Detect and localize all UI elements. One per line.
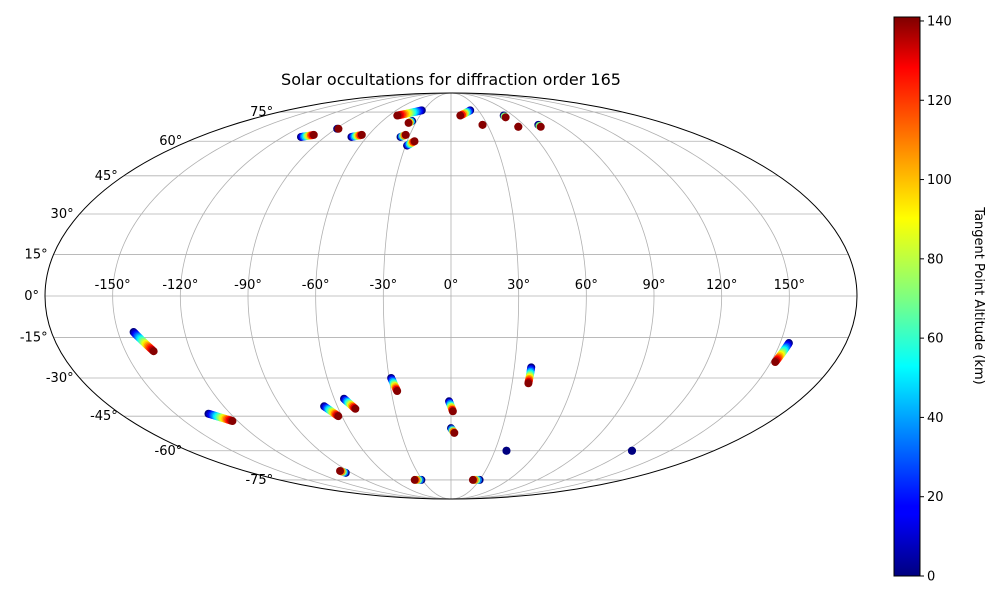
longitude-tick-label: -90° xyxy=(234,278,262,293)
longitude-grid-line xyxy=(112,93,452,499)
colorbar-label: Tangent Point Altitude (km) xyxy=(971,206,986,384)
latitude-tick-label: 0° xyxy=(24,289,39,304)
data-points xyxy=(129,106,793,484)
colorbar: 0 20 40 60 80 100 120 140 Tangent Point Altitud… xyxy=(893,14,986,585)
longitude-tick-labels: -150° -120° -90° -60° -30° 0° 30° 60° 90° 120° 150… xyxy=(95,278,805,293)
longitude-grid-line xyxy=(315,93,452,499)
longitude-tick-label: 150° xyxy=(774,278,805,293)
latitude-tick-label: 75° xyxy=(250,105,273,120)
data-point xyxy=(410,137,419,146)
colorbar-gradient xyxy=(893,16,921,577)
data-point xyxy=(336,466,345,475)
longitude-grid-line xyxy=(247,93,452,499)
colorbar-tick-label: 60 xyxy=(927,332,944,347)
data-point xyxy=(524,379,533,388)
data-point xyxy=(351,404,360,413)
data-point xyxy=(501,113,510,122)
latitude-tick-label: 30° xyxy=(51,207,74,222)
latitude-tick-label: 15° xyxy=(25,247,48,262)
colorbar-tick-label: 20 xyxy=(927,490,944,505)
longitude-tick-label: 120° xyxy=(706,278,737,293)
longitude-tick-label: -120° xyxy=(162,278,198,293)
data-point xyxy=(410,475,419,484)
longitude-grid-line xyxy=(450,93,723,499)
longitude-grid-line xyxy=(450,93,790,499)
data-point xyxy=(228,417,237,426)
colorbar-tick-label: 0 xyxy=(927,570,935,585)
longitude-grid-line xyxy=(450,93,655,499)
data-point xyxy=(627,446,636,455)
latitude-tick-label: 60° xyxy=(159,134,182,149)
data-point xyxy=(456,111,465,120)
longitude-tick-label: 90° xyxy=(642,278,665,293)
data-point xyxy=(536,122,545,131)
longitude-tick-label: 30° xyxy=(507,278,530,293)
data-point xyxy=(771,358,780,367)
data-point xyxy=(468,475,477,484)
data-point xyxy=(450,428,459,437)
latitude-tick-label: -75° xyxy=(245,473,273,488)
latitude-tick-label: -60° xyxy=(155,444,183,459)
colorbar-tick-label: 100 xyxy=(927,173,952,188)
data-point xyxy=(334,412,343,421)
chart-title: Solar occultations for diffraction order… xyxy=(281,70,621,89)
longitude-tick-label: -150° xyxy=(95,278,131,293)
data-point xyxy=(393,111,402,120)
data-point xyxy=(502,446,511,455)
latitude-tick-label: 45° xyxy=(95,169,118,184)
latitude-tick-label: -45° xyxy=(90,409,118,424)
longitude-grid-line xyxy=(450,93,520,499)
longitude-tick-label: -60° xyxy=(302,278,330,293)
longitude-grid-line xyxy=(179,93,452,499)
longitude-tick-label: 60° xyxy=(575,278,598,293)
data-point xyxy=(404,118,413,127)
map-area: -150° -120° -90° -60° -30° 0° 30° 60° 90° 120° 150… xyxy=(20,92,858,500)
data-point xyxy=(448,407,457,416)
latitude-tick-labels: 75° 60° 45° 30° 15° 0° -15° -30° -45° -60° -75° xyxy=(20,105,273,488)
latitude-tick-label: -15° xyxy=(20,331,48,346)
grid-lines xyxy=(45,93,857,499)
colorbar-ticks: 0 20 40 60 80 100 120 140 xyxy=(920,14,952,585)
longitude-grid-line xyxy=(450,93,587,499)
map-boundary xyxy=(44,92,858,500)
colorbar-tick-label: 140 xyxy=(927,14,952,29)
data-point xyxy=(357,130,366,139)
data-point xyxy=(478,120,487,129)
longitude-tick-label: 0° xyxy=(444,278,459,293)
colorbar-tick-label: 40 xyxy=(927,411,944,426)
colorbar-tick-label: 80 xyxy=(927,252,944,267)
data-point xyxy=(514,122,523,131)
longitude-tick-label: -30° xyxy=(369,278,397,293)
data-point xyxy=(334,124,343,133)
data-point xyxy=(149,347,158,356)
colorbar-tick-label: 120 xyxy=(927,94,952,109)
latitude-tick-label: -30° xyxy=(46,371,74,386)
data-point xyxy=(309,130,318,139)
data-point xyxy=(393,387,402,396)
data-point xyxy=(401,130,410,139)
